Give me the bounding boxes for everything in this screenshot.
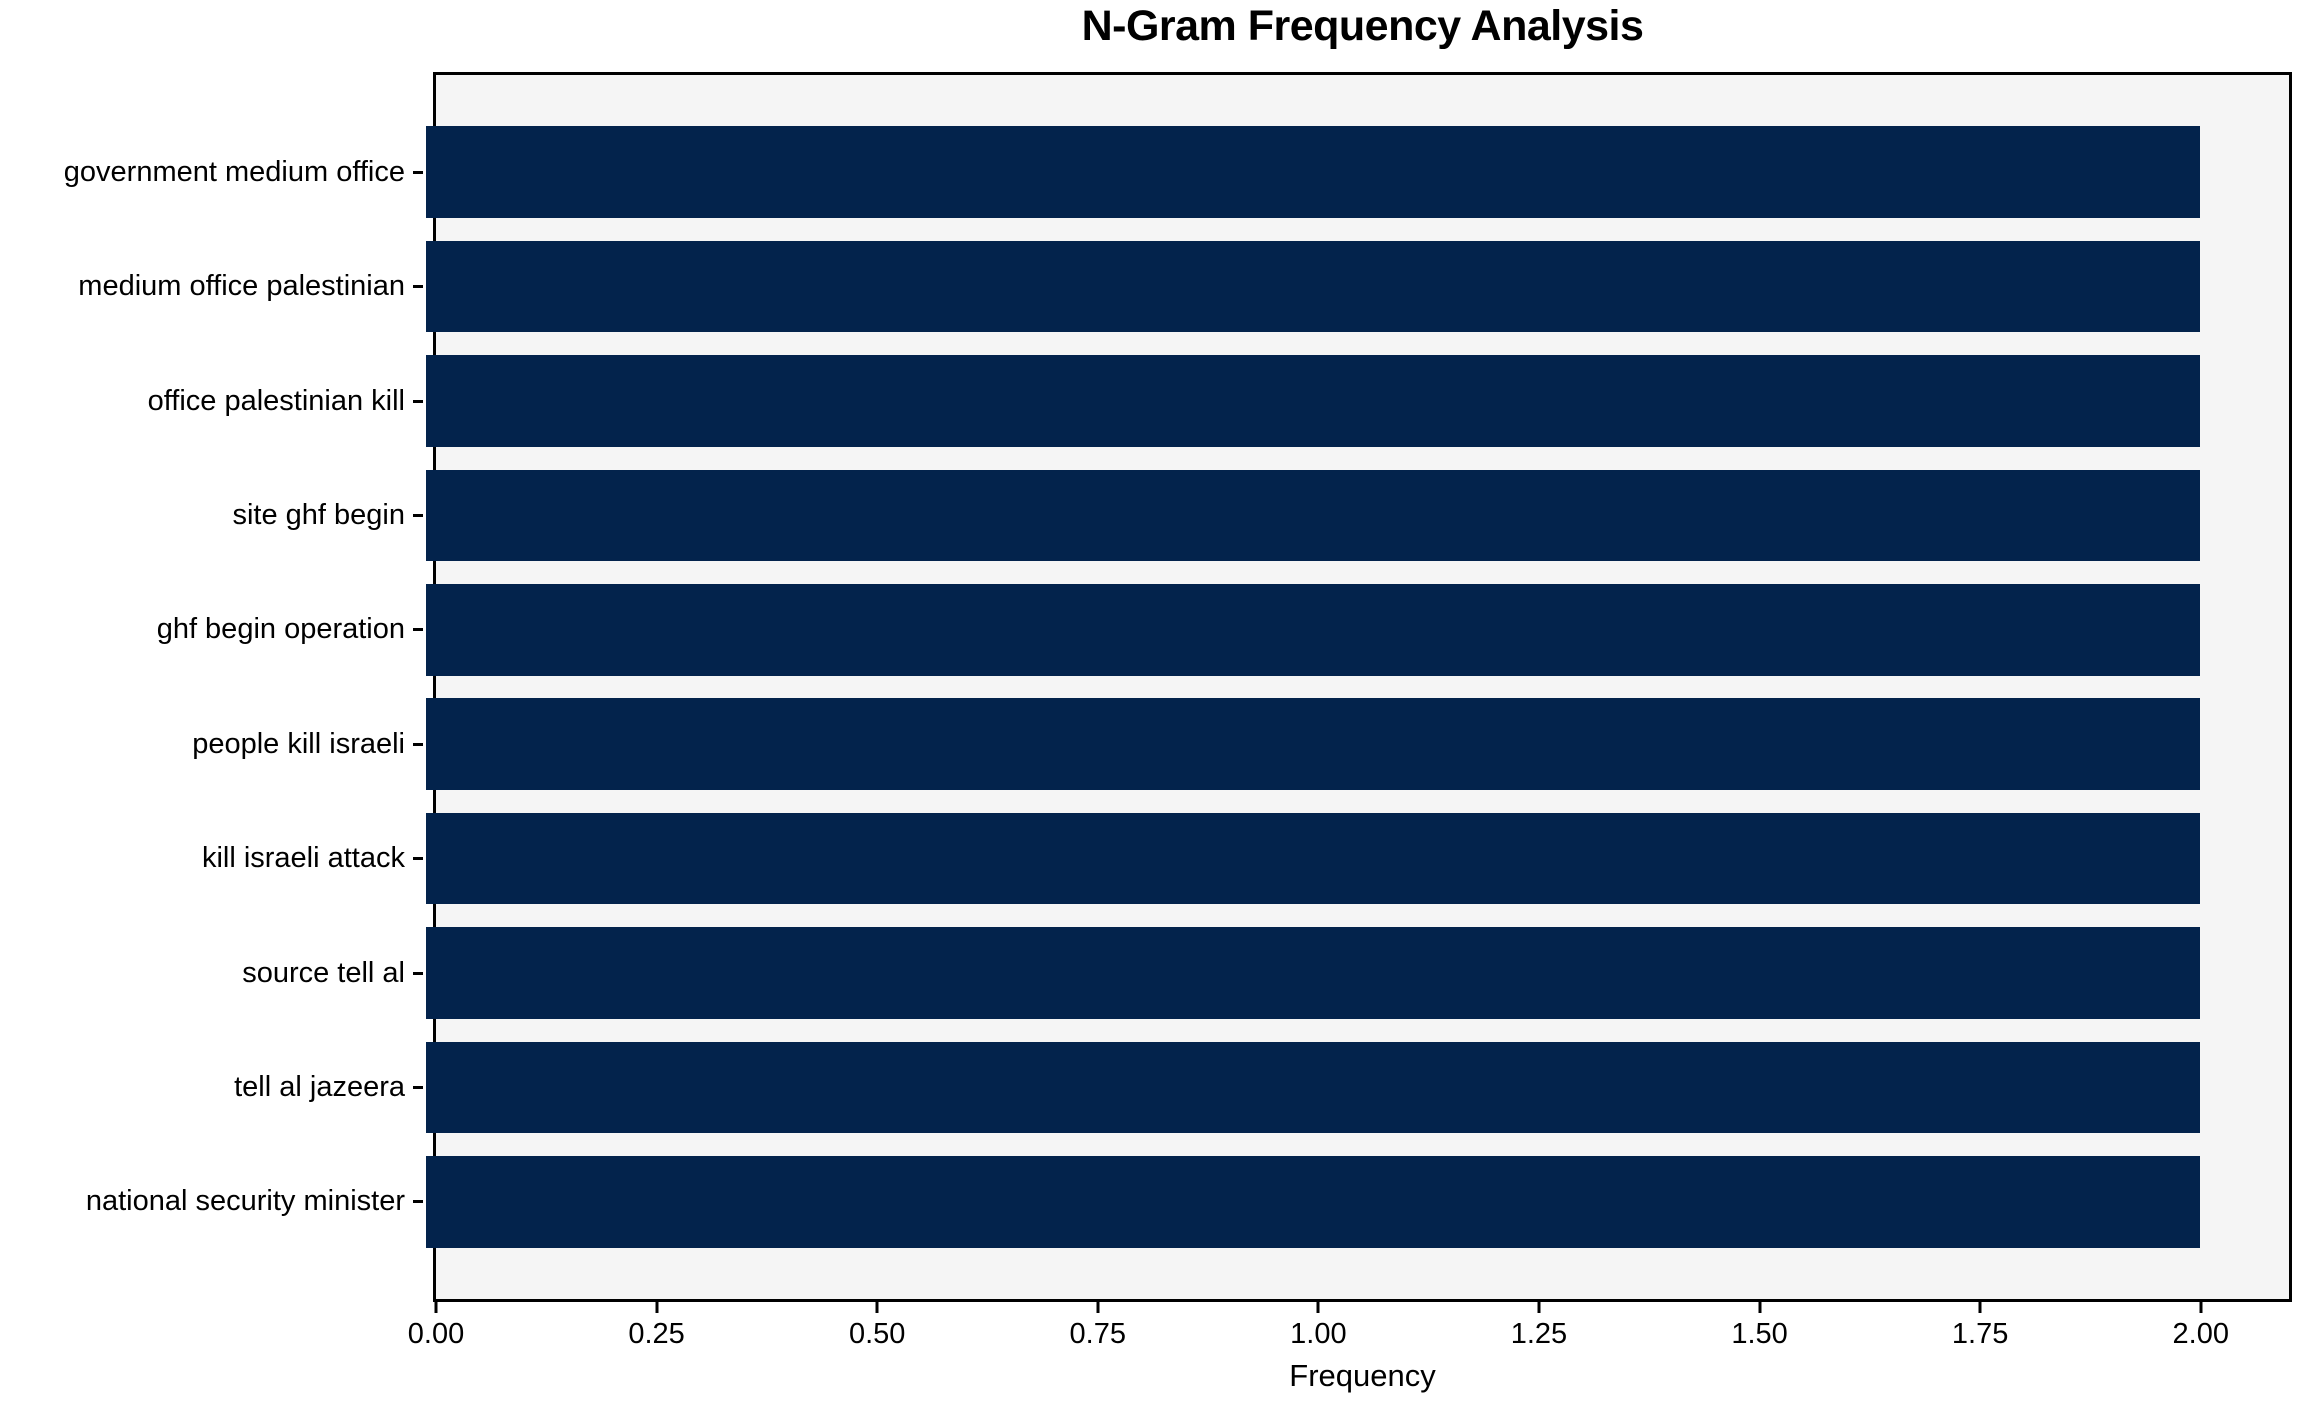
- y-tick-mark: [413, 285, 423, 289]
- x-tick-label: 1.00: [1290, 1318, 1347, 1350]
- x-tick-label: 1.50: [1731, 1318, 1788, 1350]
- bar-track: [426, 573, 2289, 687]
- frequency-bar: [426, 355, 2201, 447]
- y-tick-label: government medium office: [63, 155, 405, 188]
- y-tick-label: people kill israeli: [192, 727, 405, 760]
- y-tick-mark: [413, 628, 423, 632]
- y-tick-mark: [413, 1085, 423, 1089]
- bar-track: [426, 687, 2289, 801]
- x-tick-mark: [434, 1302, 438, 1313]
- y-tick-label: medium office palestinian: [78, 270, 405, 303]
- y-tick-label: ghf begin operation: [156, 613, 405, 646]
- bar-row: kill israeli attack: [0, 801, 2289, 915]
- bar-track: [426, 801, 2289, 915]
- frequency-bar: [426, 584, 2201, 676]
- x-tick-label: 1.25: [1510, 1318, 1568, 1350]
- bar-track: [426, 1030, 2289, 1144]
- x-tick-mark: [1758, 1302, 1762, 1313]
- frequency-bar: [426, 240, 2201, 333]
- frequency-bar: [426, 1041, 2201, 1134]
- x-tick-label: 0.25: [628, 1318, 685, 1350]
- x-tick-label: 0.00: [407, 1318, 465, 1350]
- x-tick-label: 0.75: [1069, 1318, 1127, 1350]
- bar-rows: government medium office medium office pa…: [0, 75, 2289, 1299]
- x-tick-mark: [1316, 1302, 1320, 1313]
- bar-row: medium office palestinian: [0, 229, 2289, 343]
- bar-row: source tell al: [0, 916, 2289, 1030]
- y-tick-label: kill israeli attack: [201, 842, 405, 875]
- frequency-bar: [426, 812, 2201, 905]
- x-tick-mark: [1096, 1302, 1100, 1313]
- bar-row: site ghf begin: [0, 458, 2289, 572]
- y-tick-label: office palestinian kill: [147, 384, 405, 417]
- frequency-bar: [426, 698, 2201, 790]
- x-tick-mark: [655, 1302, 659, 1313]
- bar-track: [426, 1145, 2289, 1259]
- bar-row: national security minister: [0, 1145, 2289, 1259]
- y-tick-mark: [413, 513, 423, 517]
- y-tick-label: source tell al: [242, 956, 405, 989]
- y-tick-label: site ghf begin: [232, 498, 405, 531]
- frequency-bar: [426, 927, 2201, 1019]
- x-tick-mark: [2199, 1302, 2203, 1313]
- bar-track: [426, 916, 2289, 1030]
- bar-track: [426, 458, 2289, 572]
- y-tick-label: national security minister: [85, 1185, 405, 1218]
- y-tick-mark: [413, 971, 423, 975]
- x-axis-label: Frequency: [1289, 1358, 1436, 1393]
- y-tick-mark: [413, 170, 423, 174]
- x-tick-label: 0.50: [848, 1318, 906, 1350]
- x-tick-mark: [1978, 1302, 1982, 1313]
- x-tick-mark: [875, 1302, 879, 1313]
- y-tick-label: tell al jazeera: [234, 1070, 405, 1103]
- y-tick-mark: [413, 399, 423, 403]
- chart-title: N-Gram Frequency Analysis: [1081, 2, 1644, 50]
- bar-track: [426, 344, 2289, 458]
- y-tick-mark: [413, 1200, 423, 1204]
- x-tick-mark: [1537, 1302, 1541, 1313]
- x-tick-label: 2.00: [2172, 1318, 2229, 1350]
- bar-row: government medium office: [0, 115, 2289, 229]
- bar-row: tell al jazeera: [0, 1030, 2289, 1144]
- bar-row: people kill israeli: [0, 687, 2289, 801]
- x-tick-label: 1.75: [1951, 1318, 2009, 1350]
- frequency-bar: [426, 469, 2201, 562]
- y-tick-mark: [413, 742, 423, 746]
- frequency-bar: [426, 126, 2201, 218]
- bar-track: [426, 115, 2289, 229]
- bar-row: office palestinian kill: [0, 344, 2289, 458]
- bar-row: ghf begin operation: [0, 573, 2289, 687]
- y-tick-mark: [413, 857, 423, 861]
- frequency-bar: [426, 1156, 2201, 1248]
- bar-track: [426, 229, 2289, 343]
